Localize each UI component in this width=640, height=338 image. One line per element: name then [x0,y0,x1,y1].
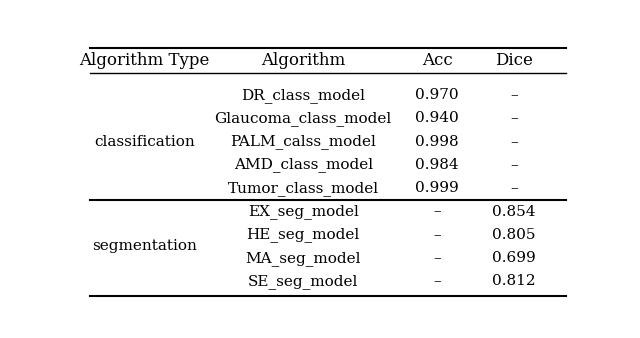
Text: SE_seg_model: SE_seg_model [248,274,358,289]
Text: 0.999: 0.999 [415,181,459,195]
Text: PALM_calss_model: PALM_calss_model [230,134,376,149]
Text: –: – [433,204,441,219]
Text: –: – [510,158,518,172]
Text: 0.940: 0.940 [415,112,459,125]
Text: HE_seg_model: HE_seg_model [246,227,360,242]
Text: –: – [510,112,518,125]
Text: classification: classification [94,135,195,149]
Text: –: – [433,274,441,288]
Text: –: – [433,228,441,242]
Text: 0.984: 0.984 [415,158,459,172]
Text: MA_seg_model: MA_seg_model [246,251,361,266]
Text: Algorithm Type: Algorithm Type [79,52,210,69]
Text: –: – [510,88,518,102]
Text: 0.812: 0.812 [492,274,536,288]
Text: segmentation: segmentation [92,239,197,254]
Text: –: – [433,251,441,265]
Text: Glaucoma_class_model: Glaucoma_class_model [214,111,392,126]
Text: –: – [510,181,518,195]
Text: –: – [510,135,518,149]
Text: 0.699: 0.699 [492,251,536,265]
Text: Algorithm: Algorithm [261,52,346,69]
Text: 0.998: 0.998 [415,135,459,149]
Text: Dice: Dice [495,52,533,69]
Text: EX_seg_model: EX_seg_model [248,204,358,219]
Text: 0.970: 0.970 [415,88,459,102]
Text: Acc: Acc [422,52,452,69]
Text: 0.805: 0.805 [492,228,536,242]
Text: 0.854: 0.854 [492,204,536,219]
Text: DR_class_model: DR_class_model [241,88,365,102]
Text: AMD_class_model: AMD_class_model [234,158,372,172]
Text: Tumor_class_model: Tumor_class_model [228,181,379,196]
